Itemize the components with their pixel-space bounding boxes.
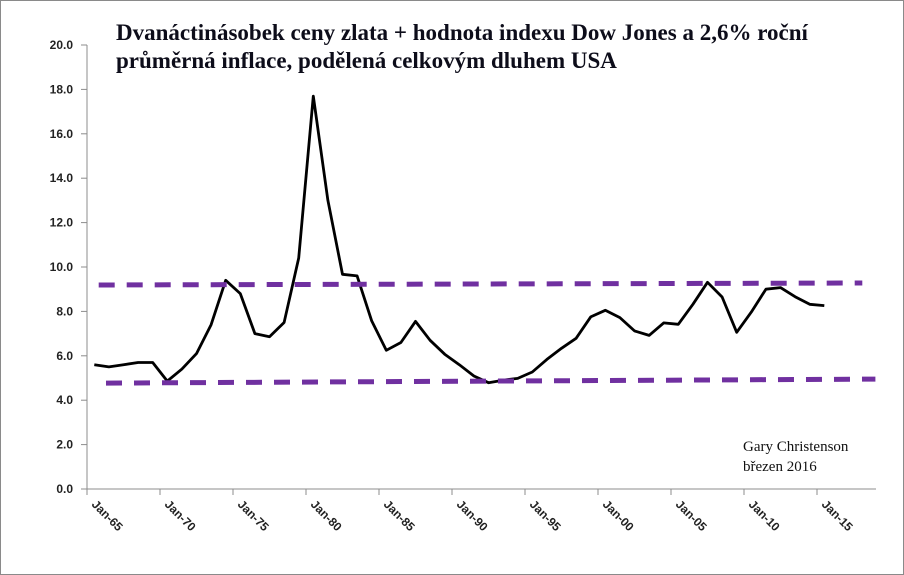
y-tick-label: 4.0 (56, 393, 73, 407)
x-tick-label: Jan-10 (746, 497, 783, 534)
series-upper-trend (98, 280, 863, 288)
x-tick-label: Jan-65 (89, 497, 126, 534)
x-tick-label: Jan-05 (673, 497, 710, 534)
author-name: Gary Christenson (743, 439, 849, 455)
x-tick-label: Jan-80 (308, 497, 345, 534)
x-tick-label: Jan-15 (819, 497, 856, 534)
y-tick-label: 6.0 (56, 349, 73, 363)
x-tick-label: Jan-70 (162, 497, 199, 534)
author-date: březen 2016 (743, 459, 817, 475)
x-tick-label: Jan-95 (527, 497, 564, 534)
chart-title-line2: průměrná inflace, podělená celkovým dluh… (116, 48, 617, 73)
y-tick-label: 2.0 (56, 438, 73, 452)
y-tick-label: 16.0 (50, 127, 74, 141)
y-tick-label: 10.0 (50, 260, 74, 274)
y-tick-label: 18.0 (50, 82, 74, 96)
author-annotation: Gary Christenson březen 2016 (743, 437, 848, 477)
y-tick-label: 14.0 (50, 171, 74, 185)
x-tick-label: Jan-00 (600, 497, 637, 534)
series-ratio (94, 94, 825, 385)
y-tick-label: 0.0 (56, 482, 73, 496)
x-tick-label: Jan-85 (381, 497, 418, 534)
x-tick-label: Jan-90 (454, 497, 491, 534)
chart-title: Dvanáctinásobek ceny zlata + hodnota ind… (116, 19, 896, 75)
chart-title-line1: Dvanáctinásobek ceny zlata + hodnota ind… (116, 20, 808, 45)
y-tick-label: 20.0 (50, 38, 74, 52)
y-tick-label: 8.0 (56, 304, 73, 318)
y-tick-label: 12.0 (50, 216, 74, 230)
x-tick-label: Jan-75 (235, 497, 272, 534)
